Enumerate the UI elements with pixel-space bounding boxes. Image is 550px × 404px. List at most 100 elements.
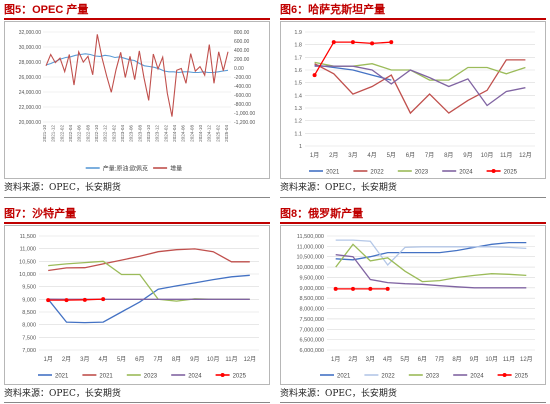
series-line-2021 — [314, 64, 392, 81]
x-tick-label: 2024-10 — [198, 125, 203, 142]
x-tick-label: 2022-10 — [94, 125, 99, 142]
y-tick-label: 8,000 — [22, 323, 36, 329]
y-tick-label-right: 800.00 — [234, 30, 250, 36]
x-tick-label: 2023-12 — [155, 125, 160, 142]
y-tick-label: 6,500,000 — [300, 338, 324, 344]
x-tick-label: 2023-06 — [129, 125, 134, 142]
x-tick-label: 8月 — [452, 356, 461, 363]
legend-label: 产量:原油:欧佩克 — [103, 165, 148, 173]
x-tick-label: 10月 — [481, 152, 494, 159]
x-tick-label: 8月 — [172, 356, 181, 363]
x-tick-label: 6月 — [418, 356, 427, 363]
y-tick-label: 1.4 — [294, 93, 302, 99]
x-tick-label: 2025-02 — [215, 125, 220, 142]
series-line-2023 — [335, 243, 527, 283]
x-tick-label: 6月 — [135, 356, 144, 363]
chart-saudi-production: 7,000 7,500 8,000 8,500 9,000 9,500 10,000 10,5… — [19, 234, 259, 380]
y-tick-label: 7,500,000 — [300, 317, 324, 323]
chart-source: 资料来源：OPEC，长安期货 — [280, 389, 397, 399]
series-point — [368, 286, 373, 291]
x-tick-label: 2025-04 — [224, 125, 229, 142]
chart-title: 图8：俄罗斯产量 — [280, 208, 364, 220]
x-tick-label: 12月 — [243, 356, 256, 363]
series-line-2025 — [48, 298, 104, 301]
chart-source: 资料来源：OPEC，长安期货 — [4, 183, 121, 193]
legend-label: 2021 — [337, 374, 351, 380]
chart-title: 图6：哈萨克斯坦产量 — [280, 4, 386, 16]
y-tick-label: 8,500 — [22, 310, 36, 316]
y-tick-label: 1.9 — [294, 30, 302, 36]
x-tick-label: 2023-08 — [137, 125, 142, 142]
y-tick-label: 10,500 — [19, 259, 36, 265]
x-tick-label: 11月 — [225, 356, 237, 363]
chart-source: 资料来源：OPEC，长安期货 — [4, 389, 121, 399]
legend-marker — [502, 373, 507, 377]
y-tick-label-right: -400.00 — [234, 84, 251, 90]
legend-label: 2021 — [326, 170, 340, 176]
x-tick-label: 11月 — [500, 152, 512, 159]
x-tick-label: 5月 — [117, 356, 126, 363]
series-line-2021 — [335, 241, 527, 261]
y-tick-label-left: 32,000.00 — [19, 30, 41, 36]
chart-source: 资料来源：OPEC，长安期货 — [280, 183, 397, 193]
x-tick-label: 7月 — [435, 356, 444, 363]
legend-label: 2023 — [415, 170, 429, 176]
series-line-2021 — [48, 248, 250, 272]
y-tick-label-left: 28,000.00 — [19, 60, 41, 66]
title-divider — [280, 18, 546, 20]
legend-label: 增量 — [170, 165, 182, 173]
y-tick-label: 9,000,000 — [300, 286, 324, 292]
title-divider — [280, 222, 546, 224]
series-point — [312, 73, 317, 78]
y-tick-label-left: 30,000.00 — [19, 45, 41, 51]
x-tick-label: 6月 — [406, 152, 415, 159]
y-tick-label-right: 600.00 — [234, 39, 250, 45]
chart-panel-saudi: 图7：沙特产量 7,000 7,500 8,000 8,500 9,000 9,500 10… — [4, 206, 270, 403]
x-tick-label: 4月 — [367, 152, 376, 159]
y-tick-label: 11,000 — [20, 247, 36, 253]
chart-title: 图7：沙特产量 — [4, 208, 77, 220]
series-line-增量 — [45, 34, 229, 117]
x-tick-label: 2022-06 — [77, 125, 82, 142]
y-tick-label: 11,000,000 — [297, 244, 324, 250]
x-tick-label: 2023-10 — [146, 125, 151, 142]
y-tick-label-left: 22,000.00 — [19, 105, 41, 111]
y-tick-label: 10,000,000 — [296, 265, 324, 271]
series-line-2022 — [314, 59, 526, 115]
title-divider — [4, 222, 270, 224]
y-tick-label: 9,500,000 — [300, 275, 324, 281]
series-point — [46, 298, 51, 303]
y-tick-label-left: 20,000.00 — [19, 120, 41, 126]
y-tick-label: 7,000 — [22, 348, 36, 354]
legend-label: 2024 — [470, 374, 484, 380]
series-line-2024 — [335, 254, 527, 289]
legend-label: 2022 — [381, 374, 395, 380]
y-tick-label: 10,000 — [19, 272, 36, 278]
x-tick-label: 4月 — [98, 356, 107, 363]
y-tick-label: 7,000,000 — [300, 327, 324, 333]
legend-label: 2023 — [144, 374, 158, 380]
legend-marker — [220, 373, 225, 377]
legend-label: 2025 — [233, 374, 247, 380]
chart-opec-production: 20,000.00 22,000.00 24,000.00 26,000.00 28,0… — [19, 30, 256, 173]
x-tick-label: 1月 — [310, 152, 319, 159]
y-tick-label: 1.3 — [294, 106, 302, 112]
y-tick-label: 6,000,000 — [300, 348, 324, 354]
y-tick-label: 9,000 — [22, 297, 36, 303]
series-point — [64, 298, 69, 303]
x-tick-label: 3月 — [80, 356, 89, 363]
legend-label: 2021 — [55, 374, 69, 380]
source-divider — [4, 197, 270, 198]
x-tick-label: 1月 — [331, 356, 340, 363]
x-tick-label: 2月 — [62, 356, 71, 363]
y-tick-label-right: -1,000.00 — [234, 111, 255, 117]
x-tick-label: 2024-06 — [181, 125, 186, 142]
chart-title: 图5：OPEC 产量 — [4, 4, 89, 16]
legend-label: 2023 — [426, 374, 440, 380]
x-tick-label: 7月 — [425, 152, 434, 159]
source-divider — [4, 402, 270, 403]
chart-panel-opec: 图5：OPEC 产量 20,000.00 22,000.00 24,000.00 26… — [4, 2, 270, 198]
legend-label: 2024 — [188, 374, 202, 380]
legend-label: 2025 — [515, 374, 529, 380]
legend-marker — [491, 169, 496, 173]
